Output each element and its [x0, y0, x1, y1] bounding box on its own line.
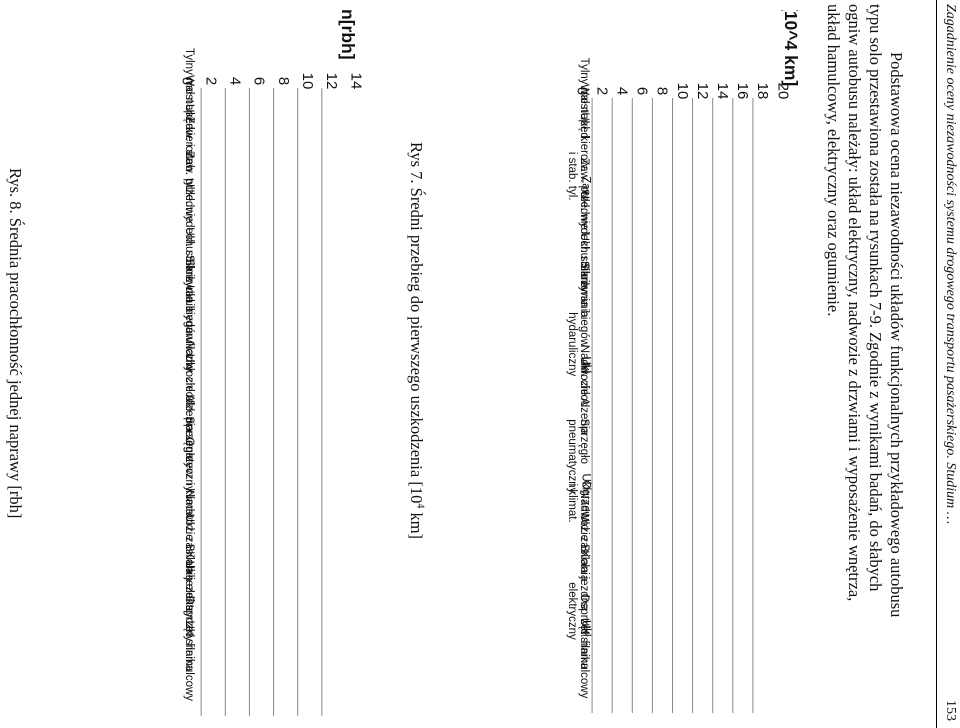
- tick-label: 8: [654, 87, 671, 95]
- axis-title: Rn[rbh]: [338, 10, 358, 60]
- category-label: Ukł. pneumatyczny: [183, 395, 195, 492]
- category-label: Ukł. chlodzenia: [183, 354, 195, 433]
- category-label: Tylny most: [578, 58, 590, 114]
- category-label: Nadwozie A: [578, 345, 590, 406]
- category-label: Ukł. hydaruliczny: [183, 285, 195, 372]
- category-label: Skrzynia biegów: [183, 258, 195, 342]
- category-label: Ukł. wydechu: [183, 184, 195, 252]
- category-label: Sprzęgło: [183, 416, 195, 461]
- category-label: Ukł.hydaruliczny: [566, 312, 592, 376]
- figure-7-caption: Rys 7. Średni przebieg do pierwszego usz…: [407, 142, 426, 540]
- category-label: Zaw. i stab. tyl.: [183, 117, 195, 193]
- category-label: Ukł. smarowania: [578, 233, 590, 319]
- header-rule: [936, 0, 937, 728]
- category-label: Ukł. wydechu: [578, 191, 590, 259]
- tick-label: 12: [323, 73, 340, 90]
- tick-label: 16: [734, 83, 751, 100]
- tick-label: 20: [774, 83, 791, 100]
- category-label: Ukł. kierow.: [578, 112, 590, 171]
- category-label: Silnik: [183, 255, 195, 283]
- category-label: Ukł. zasilania: [578, 513, 590, 581]
- category-label: Ukł. elektryczny: [183, 561, 195, 642]
- category-label: Ogrzew.i klimat.: [566, 480, 592, 522]
- tick-label: 2: [593, 87, 610, 95]
- category-label: Nadwozie B: [578, 491, 590, 553]
- category-label: Tylny most: [183, 48, 195, 104]
- tick-label: 4: [227, 77, 244, 85]
- axis-title: L [10^4 km]: [781, 10, 800, 86]
- tick-label: 14: [347, 73, 364, 90]
- category-label: Nadwozie B: [183, 490, 195, 552]
- tick-label: 18: [754, 83, 771, 100]
- tick-label: 2: [202, 77, 219, 85]
- tick-label: 0: [573, 87, 590, 95]
- running-title: Zagadnienie oceny niezawodności systemu …: [943, 4, 958, 525]
- tick-label: 10: [299, 73, 316, 90]
- category-label: Zaw.i stab. tyl.: [566, 152, 592, 201]
- category-label: Ukł. hamulcowy: [183, 621, 195, 702]
- body-text-line-4: układ hamulcowy, elektryczny oraz ogumie…: [824, 4, 843, 317]
- tick-label: 6: [634, 87, 651, 95]
- tick-label: 0: [178, 77, 195, 85]
- body-text-line-3: ogniw autobusu należały: układ elektrycz…: [845, 4, 864, 602]
- body-text-line-2: typu solo przestawiona została na rysunk…: [866, 4, 885, 592]
- category-label: Skrzynia biegów: [578, 263, 590, 347]
- category-label: Ukł.pneumatyczny: [566, 419, 592, 493]
- tick-label: 8: [275, 77, 292, 85]
- category-label: Osprzęt silnika: [183, 596, 195, 672]
- category-label: Koła jezdna: [183, 551, 195, 612]
- category-label: Wał napęd.: [578, 84, 590, 142]
- category-label: Ukł.elektryczny: [566, 582, 592, 640]
- category-label: Nadwozie A: [183, 341, 195, 402]
- tick-label: 6: [251, 77, 268, 85]
- category-label: Ukł. chlodzenia: [578, 357, 590, 436]
- category-label: Koła jezdna: [578, 550, 590, 611]
- category-label: Osprzęt silnika: [578, 594, 590, 670]
- category-label: Zaw. przednie: [183, 151, 195, 223]
- category-label: Ukł. kierow.: [183, 104, 195, 163]
- tick-label: 10: [674, 83, 691, 100]
- category-label: Ukł. hamulcowy: [578, 618, 590, 699]
- tick-label: 4: [613, 87, 630, 95]
- page-number: 153: [943, 700, 958, 721]
- chart-mean-distance-to-failure: 0 2 4 6 8 10 12 14 16 18 20L [10^4 km] Tylny mostWa…: [566, 10, 800, 713]
- body-text-line-1: Podstawowa ocena niezawodności układów f…: [887, 52, 906, 618]
- tick-label: 14: [714, 83, 731, 100]
- category-label: Sprzęgło: [578, 419, 590, 464]
- category-label: Ogrzew. i klimat.: [183, 437, 195, 521]
- category-label: Zaw. przednie: [578, 158, 590, 230]
- figure-8-caption: Rys. 8. Średnia pracochłonność jednej na…: [6, 168, 25, 519]
- tick-label: 12: [694, 83, 711, 100]
- category-label: Wał napęd.: [183, 75, 195, 133]
- category-label: Ukł. zasilania: [183, 514, 195, 582]
- category-label: Ukł. smarowania: [183, 227, 195, 313]
- category-label: Silnik: [578, 261, 590, 289]
